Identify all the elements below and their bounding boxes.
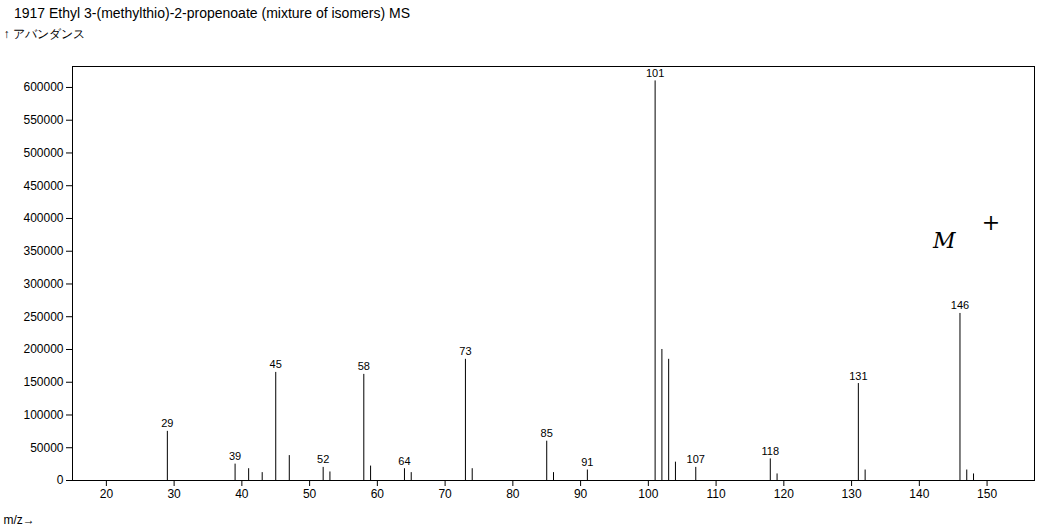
svg-text:150000: 150000: [23, 375, 63, 389]
html-text:1917 Ethyl 3-(methylthio)-2-pr: 1917 Ethyl 3-(methylthio)-2-propenoate (…: [14, 5, 410, 21]
svg-text:150: 150: [977, 487, 997, 501]
svg-text:350000: 350000: [23, 244, 63, 258]
svg-text:600000: 600000: [23, 80, 63, 94]
svg-text:73: 73: [459, 345, 471, 357]
svg-text:+: +: [982, 210, 1000, 235]
svg-text:120: 120: [774, 487, 794, 501]
svg-text:140: 140: [909, 487, 929, 501]
svg-text:45: 45: [270, 358, 282, 370]
svg-text:30: 30: [167, 487, 181, 501]
svg-text:146: 146: [951, 299, 969, 311]
svg-text:131: 131: [849, 370, 867, 382]
svg-text:50000: 50000: [30, 441, 64, 455]
svg-text:20: 20: [100, 487, 114, 501]
svg-text:118: 118: [762, 445, 780, 457]
svg-text:58: 58: [358, 360, 370, 372]
svg-text:101: 101: [646, 67, 664, 79]
svg-text:m/z→: m/z→: [4, 513, 35, 527]
svg-text:70: 70: [438, 487, 452, 501]
svg-text:100000: 100000: [23, 408, 63, 422]
svg-text:40: 40: [235, 487, 249, 501]
svg-text:450000: 450000: [23, 179, 63, 193]
svg-text:64: 64: [398, 455, 410, 467]
svg-text:0: 0: [57, 473, 64, 487]
svg-text:100: 100: [638, 487, 658, 501]
svg-text:M: M: [932, 228, 956, 253]
svg-text:50: 50: [303, 487, 317, 501]
svg-text:500000: 500000: [23, 146, 63, 160]
svg-text:110: 110: [707, 487, 726, 501]
svg-text:200000: 200000: [23, 342, 63, 356]
svg-text:85: 85: [541, 427, 553, 439]
svg-text:107: 107: [687, 453, 705, 465]
svg-text:52: 52: [317, 453, 329, 465]
svg-text:91: 91: [581, 456, 593, 468]
svg-text:300000: 300000: [23, 277, 63, 291]
svg-text:29: 29: [161, 417, 173, 429]
svg-text:90: 90: [574, 487, 588, 501]
svg-text:550000: 550000: [23, 113, 63, 127]
svg-text:400000: 400000: [23, 211, 63, 225]
svg-text:80: 80: [506, 487, 520, 501]
svg-text:39: 39: [229, 450, 241, 462]
svg-text:↑ アバンダンス: ↑ アバンダンス: [4, 27, 85, 41]
svg-text:60: 60: [371, 487, 385, 501]
svg-text:130: 130: [842, 487, 862, 501]
svg-text:250000: 250000: [23, 310, 63, 324]
